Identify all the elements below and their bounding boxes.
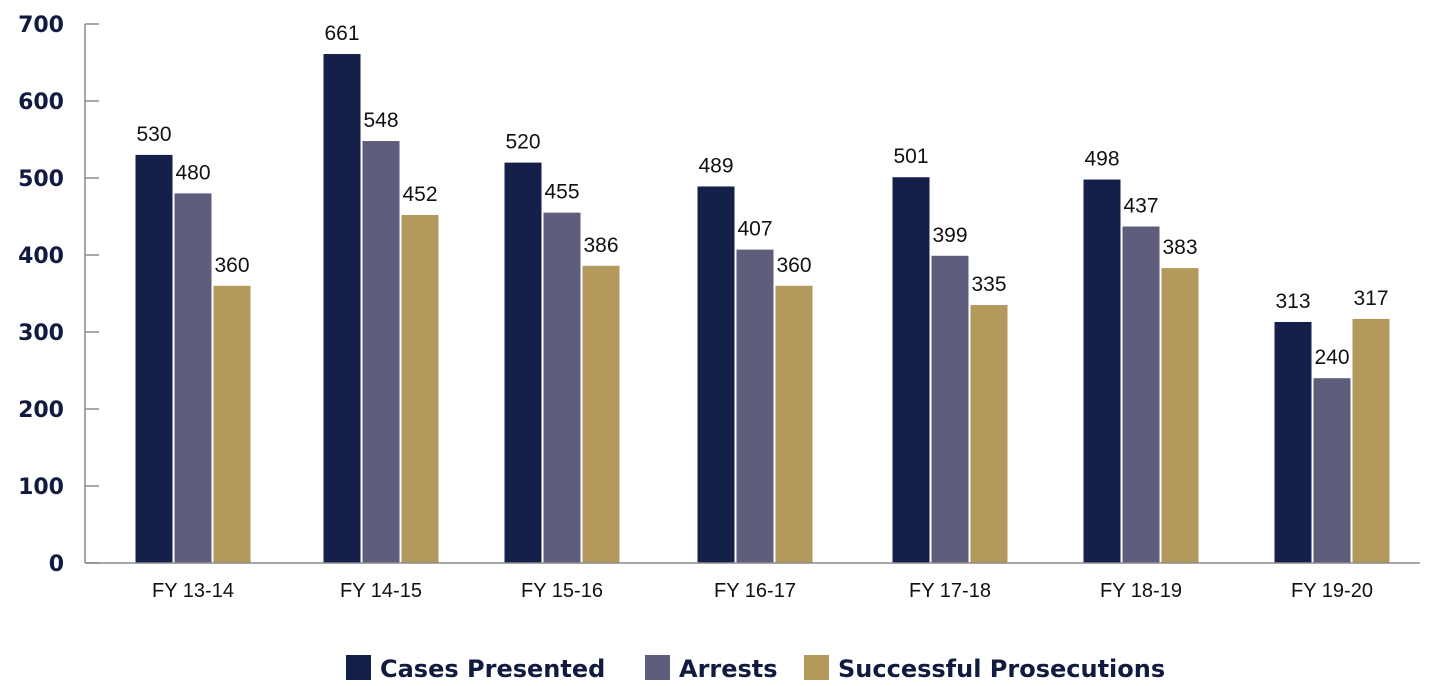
data-label: 399 xyxy=(932,224,967,247)
y-tick-label: 500 xyxy=(18,167,64,192)
legend: Cases Presented Arrests Successful Prosecu… xyxy=(346,655,1165,683)
bar xyxy=(362,141,400,564)
bar xyxy=(401,214,439,563)
bar xyxy=(892,177,930,564)
bar xyxy=(1352,318,1390,563)
x-tick-label: FY 13-14 xyxy=(152,580,234,602)
data-label: 501 xyxy=(893,145,928,168)
bar xyxy=(1122,226,1160,563)
y-tick-label: 200 xyxy=(18,398,64,423)
data-label: 520 xyxy=(505,131,540,154)
data-label: 407 xyxy=(737,218,772,241)
bar xyxy=(1161,268,1199,563)
bar xyxy=(135,154,173,563)
bar xyxy=(1274,321,1312,563)
bar xyxy=(697,186,735,563)
bar xyxy=(174,193,212,563)
x-tick-label: FY 19-20 xyxy=(1291,580,1373,602)
x-tick-label: FY 16-17 xyxy=(714,580,796,602)
bar xyxy=(213,285,251,563)
bar xyxy=(323,54,361,563)
y-tick-label: 0 xyxy=(49,552,64,577)
x-tick-label: FY 17-18 xyxy=(909,580,991,602)
bar xyxy=(1083,179,1121,564)
legend-label: Successful Prosecutions xyxy=(838,655,1165,681)
bar xyxy=(582,265,620,563)
data-label: 240 xyxy=(1314,346,1349,369)
data-label: 317 xyxy=(1353,287,1388,310)
data-label: 386 xyxy=(583,234,618,257)
data-label: 530 xyxy=(136,123,171,146)
bar xyxy=(543,212,581,563)
bar xyxy=(1313,378,1351,563)
data-label: 548 xyxy=(363,109,398,132)
y-axis: 0 100 200 300 400 500 600 700 xyxy=(18,13,99,577)
data-label: 498 xyxy=(1084,148,1119,171)
bar xyxy=(736,249,774,564)
data-label: 452 xyxy=(402,183,437,206)
legend-swatch xyxy=(346,655,371,680)
data-label: 360 xyxy=(776,254,811,277)
bars-group xyxy=(135,54,1390,564)
data-label: 489 xyxy=(698,154,733,177)
x-tick-label: FY 15-16 xyxy=(521,580,603,602)
y-tick-label: 700 xyxy=(18,13,64,38)
data-label: 313 xyxy=(1275,290,1310,313)
data-label: 661 xyxy=(324,22,359,45)
x-tick-label: FY 18-19 xyxy=(1100,580,1182,602)
legend-label: Arrests xyxy=(679,655,778,681)
data-label: 335 xyxy=(971,273,1006,296)
data-label: 360 xyxy=(214,254,249,277)
x-axis: FY 13-14 FY 14-15 FY 15-16 FY 16-17 FY 17-18… xyxy=(85,562,1420,602)
data-labels-group: 5304803606615484525204553864894073605013… xyxy=(136,22,1388,369)
legend-label: Cases Presented xyxy=(380,655,605,681)
bar xyxy=(775,285,813,563)
y-tick-label: 100 xyxy=(18,475,64,500)
bar xyxy=(970,305,1008,563)
x-tick-label: FY 14-15 xyxy=(340,580,422,602)
y-tick-label: 400 xyxy=(18,244,64,269)
bar xyxy=(504,162,542,563)
data-label: 383 xyxy=(1162,236,1197,259)
legend-swatch xyxy=(645,655,670,680)
data-label: 455 xyxy=(544,181,579,204)
data-label: 437 xyxy=(1123,195,1158,218)
bar xyxy=(931,255,969,563)
y-tick-label: 300 xyxy=(18,321,64,346)
y-tick-label: 600 xyxy=(18,90,64,115)
legend-swatch xyxy=(804,655,829,680)
data-label: 480 xyxy=(175,161,210,184)
